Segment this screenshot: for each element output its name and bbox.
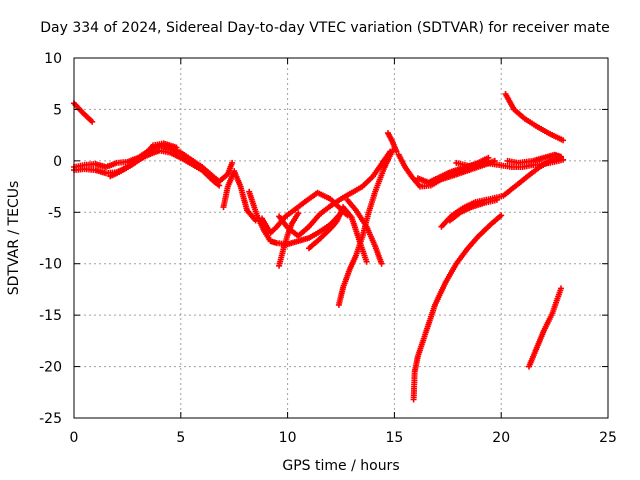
x-tick-label: 0	[70, 430, 79, 446]
data-track	[385, 130, 400, 155]
y-tick-label: -25	[39, 411, 62, 427]
data-track	[502, 91, 567, 144]
x-tick-label: 25	[599, 430, 617, 446]
data-track	[526, 285, 564, 370]
data-track	[446, 196, 500, 224]
x-tick-label: 10	[279, 430, 297, 446]
data-track	[504, 151, 564, 166]
y-tick-label: -10	[39, 257, 62, 273]
chart-title: Day 334 of 2024, Sidereal Day-to-day VTE…	[40, 20, 610, 36]
data-points	[71, 91, 567, 403]
y-tick-label: -15	[39, 308, 62, 324]
x-tick-label: 20	[492, 430, 510, 446]
axis-ticks: 0 5 10 15 20 25 10 5 0 -5 -10 -15 -20 -25	[39, 51, 617, 446]
data-track	[410, 212, 505, 403]
y-axis-label: SDTVAR / TECUs	[6, 181, 22, 296]
data-track	[395, 151, 498, 190]
y-tick-label: 5	[53, 102, 62, 118]
data-track	[276, 148, 394, 239]
data-track	[71, 100, 96, 125]
data-track	[335, 147, 396, 308]
y-tick-label: -20	[39, 360, 62, 376]
data-track	[246, 188, 344, 248]
data-track	[306, 204, 370, 265]
y-tick-label: 0	[53, 154, 62, 170]
x-axis-label: GPS time / hours	[282, 458, 399, 474]
data-track	[220, 168, 259, 224]
y-tick-label: 10	[44, 51, 62, 67]
data-track	[344, 196, 385, 267]
plot-frame	[73, 57, 609, 419]
x-tick-label: 5	[176, 430, 185, 446]
data-track	[107, 140, 180, 180]
x-tick-label: 15	[385, 430, 403, 446]
data-track	[414, 154, 492, 186]
y-tick-label: -5	[48, 205, 62, 221]
